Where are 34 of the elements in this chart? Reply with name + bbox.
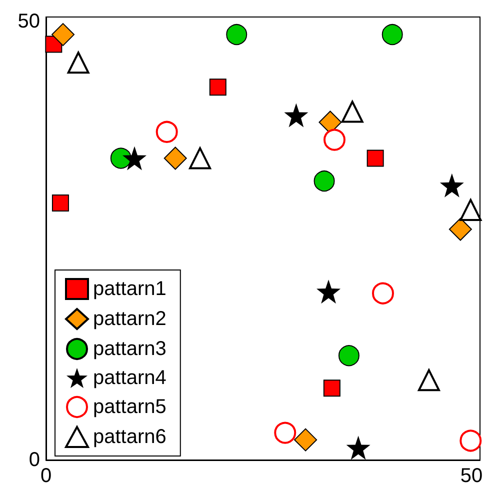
point [323, 380, 340, 397]
point [189, 147, 212, 170]
point [52, 194, 69, 212]
point [341, 100, 364, 123]
legend-label: pattarn1 [93, 278, 166, 300]
point [372, 282, 394, 304]
point [294, 428, 318, 452]
point [314, 170, 335, 192]
point [418, 369, 440, 392]
point [284, 103, 308, 128]
point [460, 198, 482, 221]
legend-label: pattarn5 [93, 396, 166, 418]
legend-label: pattarn3 [93, 338, 166, 360]
legend-label: pattarn4 [93, 367, 166, 389]
point [440, 173, 464, 198]
point [52, 23, 75, 46]
legend-label: pattarn6 [93, 426, 166, 448]
point [110, 148, 132, 169]
point [209, 78, 226, 96]
point [316, 280, 341, 304]
point [366, 150, 384, 167]
point [382, 24, 403, 46]
point [274, 422, 296, 444]
point [338, 345, 360, 366]
point [448, 218, 472, 241]
point [122, 146, 146, 170]
point [164, 146, 187, 170]
point [324, 128, 346, 151]
point [460, 430, 482, 452]
legend-label: pattarn2 [93, 308, 166, 330]
point [156, 120, 178, 143]
point [226, 24, 248, 46]
point [346, 436, 370, 460]
point [67, 52, 90, 74]
